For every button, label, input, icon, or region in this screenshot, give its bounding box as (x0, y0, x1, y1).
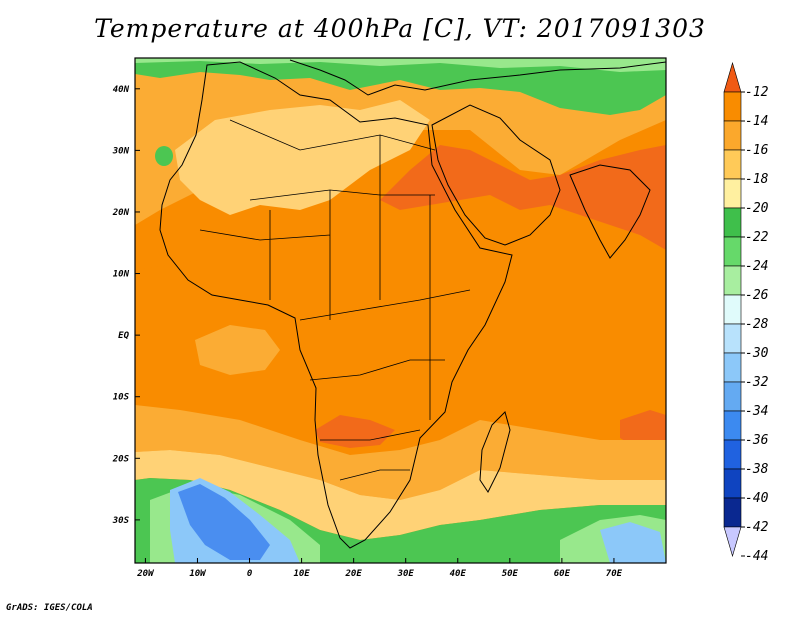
colorbar-label: -20 (745, 201, 769, 216)
lon-tick-label: 60E (554, 569, 571, 579)
lat-tick-label: 10S (113, 393, 130, 403)
colorbar-label: -14 (745, 114, 768, 129)
lon-tick-label: 0 (247, 569, 253, 579)
colorbar-swatch (723, 120, 742, 151)
colorbar-swatch (723, 468, 742, 499)
africa-coastline (159, 61, 513, 549)
colorbar-swatch (723, 526, 742, 558)
border-lines (199, 119, 471, 481)
lon-tick-label: 10W (189, 569, 207, 579)
field-region-mild-north (135, 58, 666, 225)
colorbar-label: -32 (745, 375, 769, 390)
colorbar-swatch (723, 497, 742, 528)
colorbar-label: -36 (745, 433, 769, 448)
plot-frame (134, 57, 667, 564)
colorbar-label: -28 (745, 317, 769, 332)
colorbar-label: -18 (745, 172, 769, 187)
colorbar-label: -30 (745, 346, 769, 361)
field-region-cool-sahara (175, 100, 430, 215)
lon-tick-label: 40E (450, 569, 467, 579)
colorbar-swatch (723, 294, 742, 325)
field-region-sky-southeast (600, 522, 666, 563)
lat-tick-label: 30S (112, 516, 130, 526)
colorbar-swatch (723, 61, 742, 93)
field-region-green-north (135, 58, 666, 115)
field-region-mild-south (135, 405, 666, 500)
colorbar-swatch (723, 352, 742, 383)
lat-tick-label: 30N (112, 146, 130, 156)
lon-tick-label: 20W (136, 569, 155, 579)
field-region-lightgreen-north (135, 58, 666, 72)
lon-tick-label: 10E (293, 569, 310, 579)
lat-tick-label: EQ (118, 331, 129, 341)
colorbar-swatch (723, 439, 742, 470)
lat-tick-label: 20S (112, 454, 130, 464)
lon-tick-label: 50E (502, 569, 519, 579)
lon-tick-label: 20E (345, 569, 363, 579)
credit-text: GrADS: IGES/COLA (6, 603, 93, 613)
colorbar: -12 -14 -16 -18 -20 -22 -24 -26 -28 -30 -32 -34 -36 -… (723, 61, 769, 564)
arabia-coastline (431, 104, 561, 246)
colorbar-label: -24 (745, 259, 768, 274)
latitude-axis: 40N 30N 20N 10N EQ 10S 20S 30S (112, 85, 140, 526)
lon-tick-label: 70E (606, 569, 623, 579)
colorbar-swatch (723, 410, 742, 441)
field-region-mild-west (195, 325, 280, 375)
longitude-axis: 20W 10W 0 10E 20E 30E 40E 50E 60E 70E (136, 558, 623, 579)
lon-tick-label: 30E (397, 569, 415, 579)
lat-tick-label: 10N (113, 270, 130, 280)
colorbar-label: -26 (745, 288, 769, 303)
colorbar-swatch (723, 178, 742, 209)
field-spot-green-west (155, 146, 173, 166)
field-region-warmer-northeast (380, 145, 666, 250)
colorbar-label: -12 (745, 85, 769, 100)
field-region-warm-central (135, 205, 666, 455)
colorbar-swatch (723, 91, 742, 122)
lat-tick-label: 20N (112, 208, 130, 218)
colorbar-swatch (723, 265, 742, 296)
colorbar-label: -22 (745, 230, 769, 245)
colorbar-swatch (723, 381, 742, 412)
colorbar-label: -40 (745, 491, 769, 506)
field-region-cool-south (135, 450, 666, 540)
colorbar-label: -42 (745, 520, 769, 535)
coastlines (159, 59, 667, 549)
temperature-field (135, 58, 666, 563)
colorbar-swatch (723, 149, 742, 180)
chart-title: Temperature at 400hPa [C], VT: 201709130… (94, 14, 706, 43)
india-coastline (569, 164, 651, 259)
europe-coastline (289, 59, 667, 96)
lat-tick-label: 40N (113, 85, 130, 95)
colorbar-label: -38 (745, 462, 769, 477)
colorbar-swatch (723, 207, 742, 238)
madagascar-coastline (479, 411, 511, 493)
colorbar-swatch (723, 236, 742, 267)
colorbar-label: -34 (745, 404, 768, 419)
field-region-blue-south (178, 484, 270, 560)
colorbar-label: -44 (745, 549, 768, 564)
colorbar-swatch (723, 323, 742, 354)
colorbar-label: -16 (745, 143, 769, 158)
